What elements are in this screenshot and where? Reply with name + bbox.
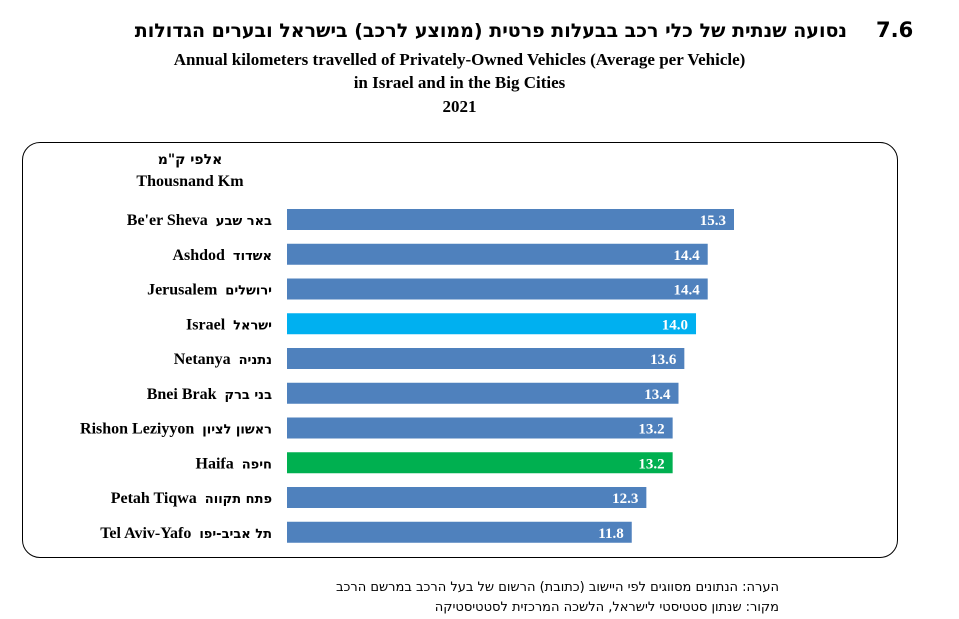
category-label-hebrew: חיפה (242, 457, 272, 472)
category-label: Ashdod אשדוד (172, 247, 272, 264)
bar-haifa (287, 452, 673, 474)
bar-value-label: 13.2 (638, 422, 664, 438)
category-label-hebrew: באר שבע (216, 214, 272, 229)
category-label-hebrew: אשדוד (233, 249, 272, 264)
category-label-english: Jerusalem (147, 282, 225, 299)
english-title-line-2: in Israel and in the Big Cities (353, 73, 566, 92)
bar-value-label: 13.4 (644, 387, 671, 403)
category-label: Rishon Leziyyon ראשון לציון (80, 421, 272, 438)
category-label: Petah Tiqwa פתח תקווה (111, 490, 272, 507)
unit-label-hebrew: אלפי ק"מ (157, 152, 223, 168)
category-label-hebrew: ראשון לציון (202, 423, 272, 438)
category-label-hebrew: ירושלים (225, 284, 272, 299)
category-label-hebrew: פתח תקווה (205, 492, 272, 507)
category-label: Jerusalem ירושלים (147, 282, 272, 299)
unit-label-english: Thousnand Km (136, 173, 244, 190)
bar-value-label: 14.4 (673, 283, 700, 299)
category-label-english: Rishon Leziyyon (80, 421, 202, 438)
bar-be-er-sheva (287, 209, 734, 230)
bar-jerusalem (287, 278, 708, 300)
category-label: Bnei Brak בני ברק (147, 386, 272, 403)
bar-rishon-leziyyon (287, 417, 673, 439)
chart-year: 2021 (442, 97, 477, 116)
category-label-english: Bnei Brak (147, 386, 225, 403)
bar-value-label: 15.3 (700, 213, 726, 229)
bar-value-label: 14.4 (673, 248, 700, 264)
category-label-hebrew: בני ברק (225, 388, 273, 403)
bar-israel (287, 313, 697, 335)
bar-netanya (287, 348, 685, 369)
category-label-english: Tel Aviv-Yafo (100, 525, 199, 542)
category-label-hebrew: תל אביב-יפו (199, 527, 272, 542)
bar-value-label: 12.3 (612, 491, 638, 507)
category-label: Haifa חיפה (196, 455, 272, 472)
english-title-line-1: Annual kilometers travelled of Privately… (173, 50, 746, 69)
hebrew-title: נסועה שנתית של כלי רכב בבעלות פרטית (ממו… (134, 20, 847, 42)
category-label-english: Netanya (174, 351, 239, 368)
bar-tel-aviv-yafo (287, 521, 632, 543)
bar-value-label: 13.6 (650, 352, 677, 368)
category-label: Israel ישראל (186, 316, 272, 333)
notes: הערה: הנתונים מסווגים לפי היישוב (כתובת)… (336, 578, 779, 618)
bar-ashdod (287, 243, 708, 265)
category-label-english: Israel (186, 316, 233, 333)
category-label-english: Haifa (196, 455, 242, 472)
category-label-hebrew: נתניה (239, 353, 272, 368)
category-label-english: Petah Tiqwa (111, 490, 205, 507)
category-label: Be'er Sheva באר שבע (127, 212, 272, 229)
chart-frame (22, 142, 898, 558)
source-text: מקור: שנתון סטטיסטי לישראל, הלשכה המרכזי… (434, 600, 779, 615)
category-label: Tel Aviv-Yafo תל אביב-יפו (100, 525, 272, 542)
category-label-english: Be'er Sheva (127, 212, 216, 229)
bar-bnei-brak (287, 382, 679, 404)
table-number: 7.6 (876, 18, 914, 42)
bar-value-label: 14.0 (662, 317, 688, 333)
category-label-english: Ashdod (172, 247, 232, 264)
bar-value-label: 11.8 (598, 526, 623, 542)
note-text: הערה: הנתונים מסווגים לפי היישוב (כתובת)… (335, 580, 779, 595)
bar-petah-tiqwa (287, 487, 647, 508)
category-label-hebrew: ישראל (233, 318, 272, 333)
bar-value-label: 13.2 (638, 456, 664, 472)
category-label: Netanya נתניה (174, 351, 272, 368)
